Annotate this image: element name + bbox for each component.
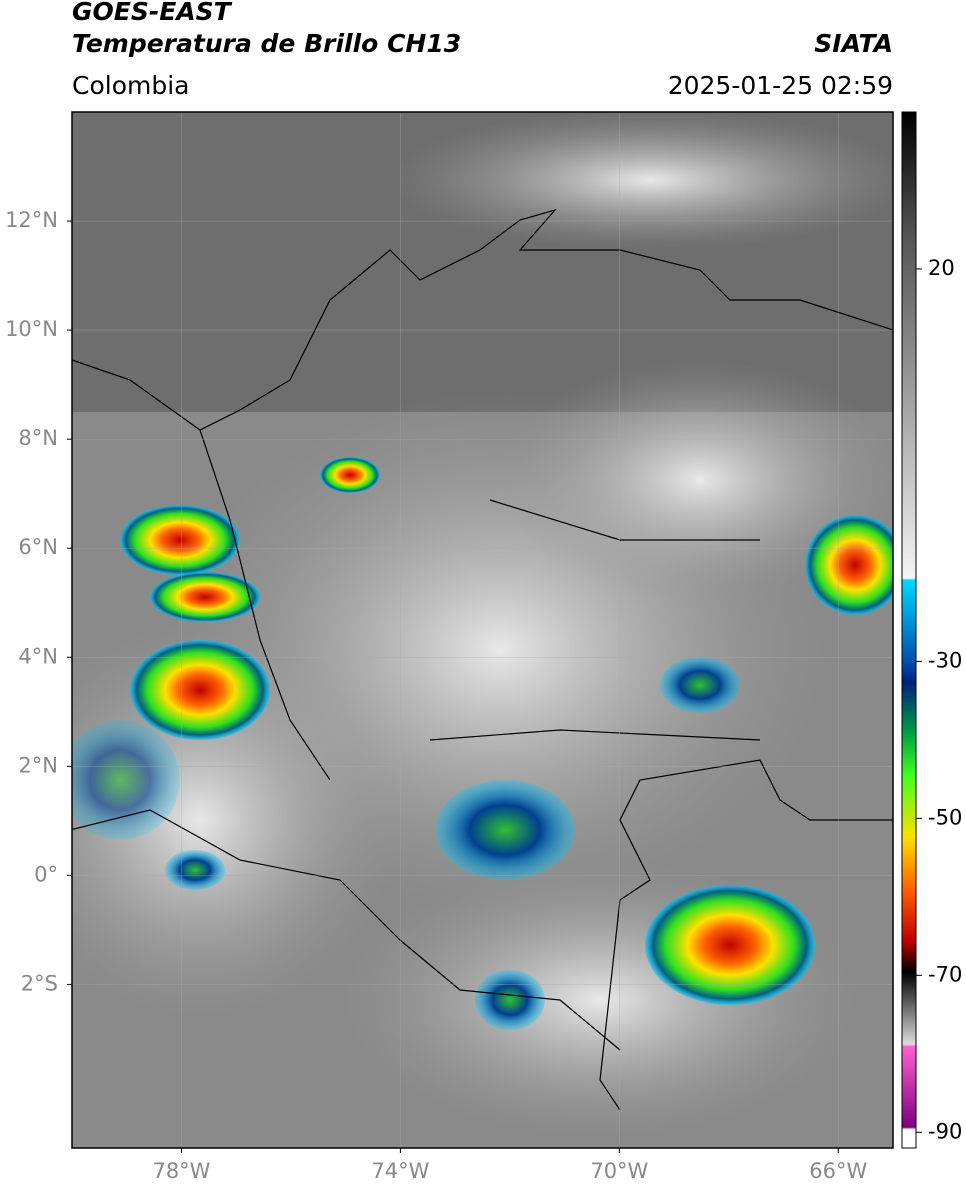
- grid: [72, 112, 893, 1148]
- y-tick-label: 0°: [34, 862, 58, 886]
- y-tick-label: 12°N: [5, 208, 58, 232]
- y-tick-label: 2°S: [21, 971, 58, 995]
- product: Temperatura de Brillo CH13: [72, 29, 461, 58]
- y-tick-label: 6°N: [18, 535, 58, 559]
- datetime: 2025-01-25 02:59: [668, 71, 893, 100]
- colorbar: [901, 111, 917, 1149]
- colorbar-tick-label: 20: [928, 256, 955, 280]
- satellite-image: [72, 112, 893, 1148]
- y-tick-label: 10°N: [5, 317, 58, 341]
- colorbar-tick-label: -50: [928, 805, 962, 829]
- y-tick-label: 8°N: [18, 426, 58, 450]
- colorbar-tick-label: -30: [928, 648, 962, 672]
- x-tick-label: 78°W: [152, 1159, 210, 1183]
- x-tick-label: 70°W: [590, 1159, 648, 1183]
- colorbar-tick-label: -70: [928, 962, 962, 986]
- x-tick-label: 74°W: [371, 1159, 429, 1183]
- y-tick-label: 2°N: [18, 753, 58, 777]
- satellite: GOES-EAST: [72, 0, 233, 26]
- map-frame: [71, 111, 894, 1149]
- source: SIATA: [814, 29, 893, 58]
- region: Colombia: [72, 71, 189, 100]
- x-tick-label: 66°W: [809, 1159, 867, 1183]
- y-tick-label: 4°N: [18, 644, 58, 668]
- colorbar-tick-label: -90: [928, 1119, 962, 1143]
